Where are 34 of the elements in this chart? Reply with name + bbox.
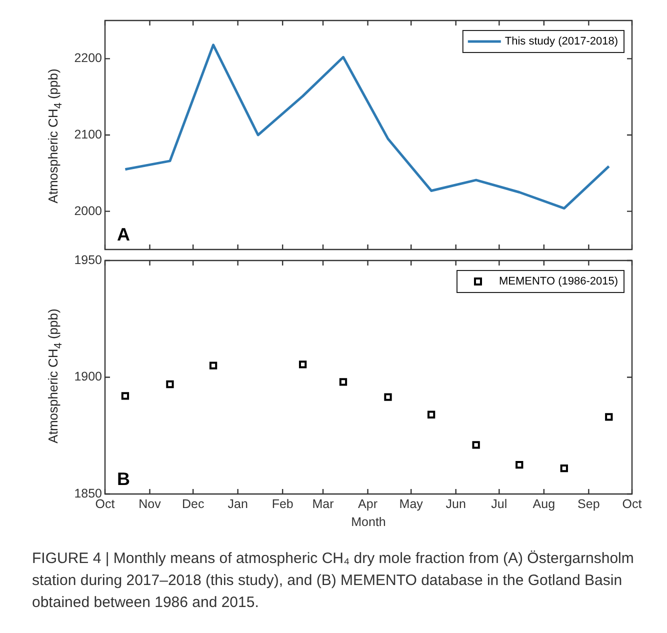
x-tick-label: Mar — [312, 496, 334, 511]
x-tick-label: Sep — [578, 496, 600, 511]
point — [384, 393, 392, 401]
x-tick-label: Jul — [491, 496, 508, 511]
legend-label: MEMENTO (1986-2015) — [498, 276, 618, 288]
point — [298, 360, 307, 368]
x-tick-label: Dec — [182, 496, 204, 511]
point — [339, 378, 348, 386]
x-tick-label: Aug — [532, 496, 556, 511]
x-tick-label: Feb — [272, 496, 294, 511]
point — [516, 460, 524, 469]
y-tick-label: 1900 — [74, 370, 102, 384]
point — [560, 464, 568, 472]
x-tick-label: Apr — [358, 496, 378, 511]
y-tick-label: 2200 — [74, 51, 102, 66]
x-tick-label: Oct — [622, 496, 642, 511]
point — [166, 380, 174, 388]
point — [209, 362, 218, 370]
annotation: A — [117, 224, 130, 244]
annotation: B — [117, 468, 130, 489]
point — [472, 441, 480, 449]
x-tick-label: Jun — [446, 496, 466, 511]
point — [605, 413, 613, 421]
y-tick-label: 2000 — [74, 204, 102, 218]
x-tick-label: May — [399, 496, 424, 511]
point — [121, 392, 130, 400]
caption: FIGURE 4 | Monthly means of atmospheric CH₄ dry mole fraction from (A) Östergarnsholm station during 2017–2018 (this study), and (B) MEMENTO database in the Gotland Basin obtained between 1986 and 2015. — [32, 549, 635, 613]
x-axis-title: Month — [351, 514, 386, 529]
y-tick-label: 2100 — [74, 127, 102, 142]
point — [427, 410, 436, 418]
x-tick-label: Nov — [138, 496, 162, 511]
y-tick-label: 1950 — [74, 252, 102, 267]
x-tick-label: Jan — [228, 496, 248, 511]
legend-label: This study (2017-2018) — [504, 36, 618, 48]
